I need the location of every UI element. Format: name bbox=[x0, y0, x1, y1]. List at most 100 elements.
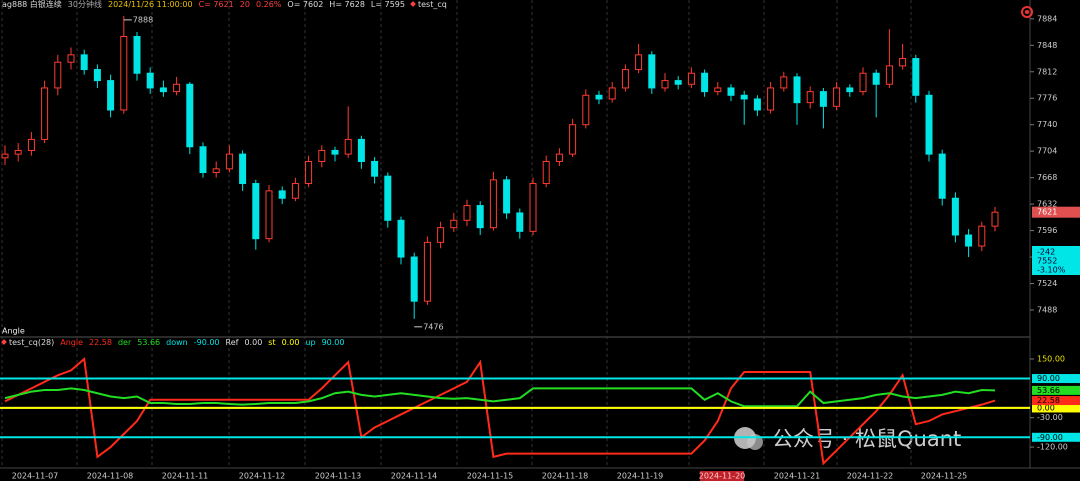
candle-body bbox=[397, 219, 405, 258]
candle-body bbox=[978, 225, 986, 247]
x-tick-label: 2024-11-15 bbox=[467, 472, 514, 481]
indicator-line bbox=[4, 387, 996, 408]
y-tick-label: 7776 bbox=[1037, 94, 1057, 103]
candle-body bbox=[529, 183, 537, 232]
y-tick-label: 7740 bbox=[1037, 120, 1057, 129]
candle-body bbox=[555, 153, 563, 162]
y-tick-label: 7704 bbox=[1037, 147, 1057, 156]
open: O= 7602 bbox=[287, 0, 324, 9]
candle-body bbox=[54, 61, 62, 89]
ref-box bbox=[1032, 403, 1080, 413]
candle-body bbox=[674, 80, 682, 85]
candle-body bbox=[344, 138, 352, 155]
candle-body bbox=[120, 35, 128, 111]
candle-body bbox=[991, 211, 999, 227]
candle-body bbox=[450, 219, 458, 229]
x-tick-label: 2024-11-08 bbox=[87, 472, 134, 481]
series-value: 22.58 bbox=[89, 338, 112, 347]
ref-label: 90.00 bbox=[1037, 374, 1060, 383]
candle-body bbox=[687, 72, 695, 85]
ref-name: st bbox=[268, 338, 276, 347]
candle-body bbox=[793, 76, 801, 104]
ref-name: Ref bbox=[225, 338, 239, 347]
series-last-label: 53.66 bbox=[1037, 386, 1060, 395]
candle-body bbox=[621, 69, 629, 89]
candle-body bbox=[186, 83, 194, 148]
period: 30分钟线 bbox=[67, 0, 102, 9]
candle-body bbox=[291, 183, 299, 199]
candle-body bbox=[582, 94, 590, 126]
candle-body bbox=[1, 153, 9, 159]
last-price-box bbox=[1032, 206, 1080, 218]
y-tick-label: 7632 bbox=[1037, 200, 1057, 209]
x-tick-label: 2024-11-13 bbox=[315, 472, 362, 481]
candle-body bbox=[331, 149, 339, 155]
extreme-label: 7476 bbox=[423, 322, 443, 331]
x-tick-label: 2024-11-14 bbox=[391, 472, 438, 481]
alert-icon-dot bbox=[1025, 10, 1029, 14]
candle-body bbox=[833, 87, 841, 107]
y-tick-label: 7848 bbox=[1037, 41, 1057, 50]
candle-body bbox=[476, 205, 484, 229]
indicator-title: test_cq(28) bbox=[1, 338, 55, 348]
series-last-label: 22.58 bbox=[1037, 396, 1060, 405]
candle-body bbox=[872, 72, 880, 85]
candle-body bbox=[899, 58, 907, 67]
x-tick-label: 2024-11-12 bbox=[239, 472, 286, 481]
y-tick-label: -30.00 bbox=[1037, 413, 1063, 422]
change-pct: 0.26% bbox=[255, 0, 282, 9]
x-tick-label: 2024-11-11 bbox=[162, 472, 209, 481]
indicator-title-text: test_cq(28) bbox=[9, 338, 55, 347]
series-name: der bbox=[117, 338, 132, 347]
candle-body bbox=[239, 153, 247, 185]
indicator-line bbox=[4, 357, 996, 466]
ref-value: 0.00 bbox=[244, 338, 263, 347]
series-value: 53.66 bbox=[137, 338, 161, 347]
candle-body bbox=[463, 205, 471, 221]
symbol: ag888 白银连续 bbox=[2, 0, 62, 9]
candle-body bbox=[212, 168, 220, 174]
candle-body bbox=[278, 190, 286, 199]
candle-body bbox=[173, 83, 181, 93]
candle-body bbox=[925, 94, 933, 155]
candle-body bbox=[67, 54, 75, 63]
cursor-text: 7552 bbox=[1037, 257, 1057, 266]
candle-body bbox=[14, 149, 22, 155]
candle-body bbox=[595, 94, 603, 100]
cursor-text: -3.10% bbox=[1037, 266, 1066, 275]
extreme-label: 7888 bbox=[133, 15, 153, 24]
low: L= 7595 bbox=[370, 0, 405, 9]
candle-body bbox=[740, 94, 748, 100]
y-tick-label: 7524 bbox=[1037, 279, 1057, 288]
candle-body bbox=[912, 58, 920, 96]
alert-icon[interactable] bbox=[1021, 6, 1033, 18]
candle-body bbox=[806, 91, 814, 104]
candle-body bbox=[608, 87, 616, 100]
candle-body bbox=[846, 87, 854, 93]
candle-body bbox=[384, 175, 392, 221]
candle-body bbox=[27, 138, 35, 151]
high: H= 7628 bbox=[329, 0, 365, 9]
last-price: 7621 bbox=[1037, 208, 1057, 217]
indicator-name: test_cq bbox=[410, 0, 447, 10]
x-tick-label: 2024-11-25 bbox=[921, 472, 968, 481]
cursor-text: -242 bbox=[1037, 248, 1055, 257]
y-tick-label: -120.00 bbox=[1037, 443, 1068, 452]
candle-body bbox=[648, 54, 656, 89]
candle-body bbox=[225, 153, 233, 170]
candle-body bbox=[635, 54, 643, 71]
candle-body bbox=[780, 76, 788, 89]
ref-box bbox=[1032, 432, 1080, 442]
header-bar: ag888 白银连续 30分钟线 2024/11/26 11:00:00 C= … bbox=[2, 0, 447, 10]
candle-body bbox=[951, 197, 959, 236]
candle-body bbox=[437, 227, 445, 243]
candle-body bbox=[146, 72, 154, 89]
x-tick-label: 2024-11-20 bbox=[699, 472, 746, 481]
candle-body bbox=[753, 98, 761, 111]
ref-label: 0.00 bbox=[1037, 403, 1055, 412]
y-tick-label: 7812 bbox=[1037, 67, 1057, 76]
time: 2024/11/26 11:00:00 bbox=[107, 0, 193, 9]
x-tick-label: 2024-11-19 bbox=[617, 472, 664, 481]
